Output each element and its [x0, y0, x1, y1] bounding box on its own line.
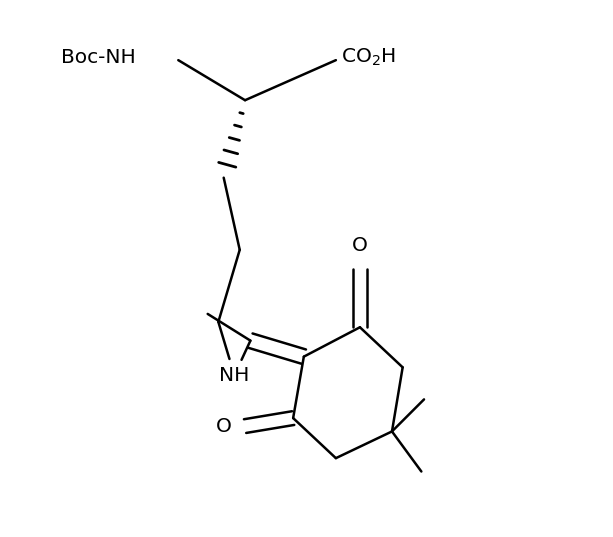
Text: Boc-NH: Boc-NH [61, 48, 135, 67]
Text: O: O [216, 417, 232, 436]
Text: O: O [352, 236, 368, 255]
Text: CO$_2$H: CO$_2$H [341, 47, 396, 68]
Text: NH: NH [219, 366, 249, 385]
